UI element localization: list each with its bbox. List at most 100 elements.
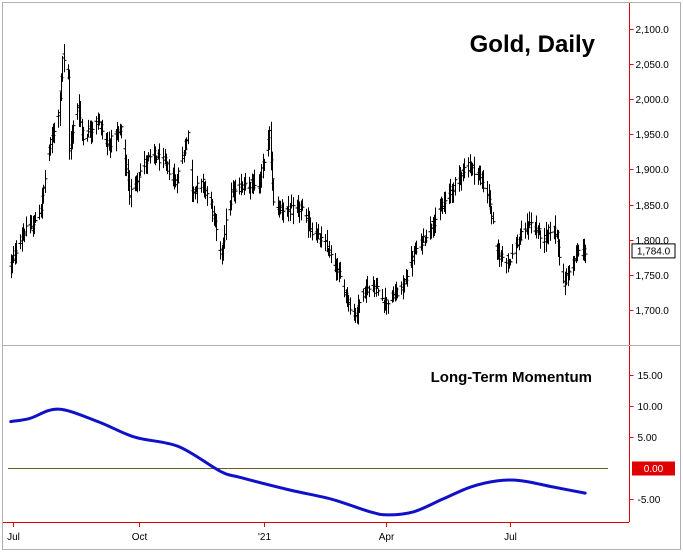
price-y-tick: 2,000.0: [629, 95, 669, 106]
price-bar: [199, 178, 204, 193]
price-y-tick: 1,800.0: [629, 236, 669, 247]
momentum-y-tick-label: 15.00: [638, 371, 663, 382]
x-axis-tick: Oct: [132, 522, 148, 543]
price-bar: [414, 240, 419, 255]
price-bar: [583, 244, 588, 264]
momentum-y-tick: -5.00: [629, 495, 661, 506]
price-bar: [262, 158, 267, 172]
price-bar: [161, 147, 166, 169]
price-bar: [361, 288, 366, 302]
price-bar: [529, 212, 534, 234]
price-bar: [201, 173, 206, 194]
price-bar: [561, 263, 566, 284]
price-bar: [424, 229, 429, 244]
momentum-line: [9, 407, 587, 517]
momentum-y-tick-label: 10.00: [638, 402, 663, 413]
price-bar: [148, 149, 153, 164]
price-bar: [342, 279, 347, 298]
price-bar: [24, 216, 29, 237]
price-y-tick: 1,700.0: [629, 306, 669, 317]
x-axis-ticks: Jul Oct '21 Apr Jul: [7, 522, 517, 543]
price-bar: [466, 157, 471, 178]
x-axis-tick: Jul: [7, 522, 20, 543]
price-bar: [289, 194, 294, 209]
price-bar: [548, 221, 553, 241]
price-bar: [567, 264, 572, 281]
x-axis-tick: Apr: [379, 522, 395, 543]
momentum-y-tick: 15.00: [629, 371, 663, 382]
price-bar: [224, 208, 229, 241]
price-bar: [329, 245, 334, 264]
price-bar: [81, 126, 86, 146]
price-bar: [56, 109, 61, 128]
price-bar: [90, 121, 95, 143]
price-y-ticks: 2,100.0 2,050.0 2,000.0 1,950.0 1,900.0 1,850…: [629, 25, 670, 317]
price-bar: [576, 244, 581, 257]
price-bar: [357, 299, 362, 313]
price-y-tick-label: 1,850.0: [636, 201, 670, 212]
price-y-tick-label: 2,100.0: [636, 25, 670, 36]
price-bar: [37, 204, 42, 220]
price-bar: [310, 222, 315, 241]
price-bar: [233, 179, 238, 204]
price-bar: [71, 120, 76, 144]
price-bar: [481, 170, 486, 193]
price-bar: [14, 240, 19, 264]
price-bar: [348, 297, 353, 315]
price-bar: [395, 287, 400, 299]
momentum-y-ticks: 15.00 10.00 5.00 -5.00: [629, 371, 663, 506]
price-bar: [186, 130, 191, 145]
x-axis-tick-label: Jul: [7, 532, 20, 543]
price-bar: [167, 159, 172, 181]
zero-badge: 0.00: [632, 461, 675, 476]
price-bar: [52, 122, 57, 144]
price-bar: [538, 230, 543, 249]
price-bar: [462, 158, 467, 179]
price-bar: [300, 198, 305, 211]
price-bar: [180, 146, 185, 164]
x-axis-tick-label: Oct: [132, 532, 148, 543]
last-price-badge: 1,784.0: [631, 243, 676, 259]
price-y-tick: 1,850.0: [629, 201, 670, 212]
price-bar: [129, 178, 134, 208]
price-bar: [195, 175, 200, 204]
price-bar: [270, 151, 275, 191]
x-axis-tick-label: Apr: [379, 532, 395, 543]
price-bar: [138, 163, 143, 176]
price-bar: [33, 212, 38, 223]
price-bar: [537, 222, 542, 236]
price-bar: [405, 269, 410, 287]
price-chart-title: Gold, Daily: [470, 31, 596, 58]
price-bar: [421, 228, 426, 243]
price-bar: [504, 257, 509, 274]
price-bar: [243, 172, 248, 191]
price-bar: [323, 233, 328, 252]
price-bar: [85, 133, 90, 142]
price-bar: [542, 227, 547, 254]
price-bar: [109, 129, 114, 153]
price-y-tick-label: 1,950.0: [636, 130, 670, 141]
price-bar: [153, 146, 158, 166]
price-bar: [491, 211, 496, 224]
x-axis-tick: Jul: [504, 522, 517, 543]
last-price-label: 1,784.0: [637, 246, 671, 257]
price-bar: [157, 143, 162, 171]
last-price-badge-box: [631, 243, 676, 259]
price-bar: [291, 197, 296, 225]
price-bar: [443, 191, 448, 215]
price-y-tick-label: 2,050.0: [636, 60, 670, 71]
momentum-y-tick-label: -5.00: [638, 495, 661, 506]
price-bar: [519, 220, 524, 241]
price-bar: [399, 281, 404, 295]
price-bar: [214, 213, 219, 242]
price-bar: [67, 69, 72, 160]
x-axis-tick-label: '21: [258, 532, 271, 543]
price-y-tick: 1,900.0: [629, 165, 669, 176]
price-bar: [420, 236, 425, 255]
price-bar: [62, 44, 67, 73]
momentum-y-tick-label: 5.00: [638, 433, 658, 444]
price-y-tick: 2,100.0: [629, 25, 670, 36]
